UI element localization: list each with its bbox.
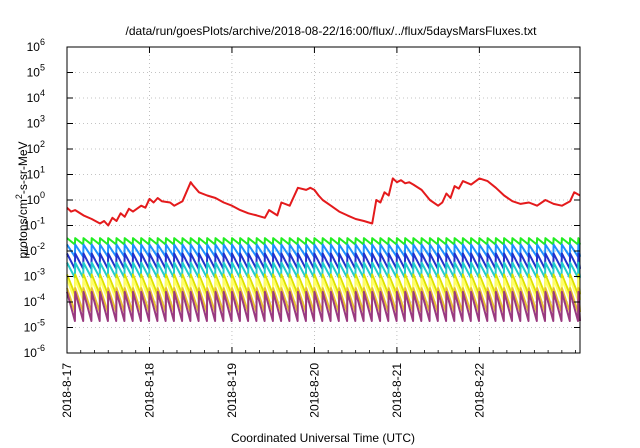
y-tick-exp: 0 (40, 190, 45, 200)
y-tick-base: 10 (24, 346, 38, 360)
y-tick-exp: 3 (40, 114, 45, 124)
y-axis-title: protons/cm2-s-sr-MeV (14, 141, 30, 258)
y-tick-label: 10-4 (24, 292, 45, 309)
y-axis-title-exp: 2 (14, 194, 24, 199)
y-tick-exp: -1 (37, 216, 45, 226)
y-tick-exp: 4 (40, 88, 45, 98)
series-line-1 (66, 177, 581, 227)
y-tick-label: 100 (27, 190, 45, 207)
y-tick-exp: -2 (37, 241, 45, 251)
y-axis-title-rest: -s-sr-MeV (16, 141, 30, 194)
y-tick-base: 10 (27, 142, 41, 156)
y-tick-base: 10 (24, 270, 38, 284)
y-tick-base: 10 (27, 117, 41, 131)
y-tick-exp: -4 (37, 292, 45, 302)
series-line-7 (66, 278, 581, 301)
x-tick-label: 2018-8-17 (60, 363, 74, 418)
x-axis-title: Coordinated Universal Time (UTC) (231, 431, 415, 445)
x-tick-label: 2018-8-22 (472, 363, 486, 418)
y-tick-exp: -6 (37, 343, 45, 353)
y-tick-label: 101 (27, 165, 45, 182)
y-axis: 10-610-510-410-310-210-11001011021031041… (24, 37, 580, 360)
y-tick-base: 10 (27, 66, 41, 80)
x-tick-label: 2018-8-21 (390, 363, 404, 418)
series-line-2 (66, 237, 581, 246)
y-tick-label: 102 (27, 139, 45, 156)
y-tick-label: 105 (27, 63, 45, 80)
y-tick-base: 10 (27, 168, 41, 182)
y-tick-label: 106 (27, 37, 45, 54)
y-tick-exp: 1 (40, 165, 45, 175)
series-line-5 (66, 261, 581, 279)
series-line-4 (66, 252, 581, 270)
x-tick-label: 2018-8-18 (142, 363, 156, 418)
y-tick-label: 10-2 (24, 241, 45, 258)
y-tick-exp: 5 (40, 63, 45, 73)
x-tick-label: 2018-8-19 (225, 363, 239, 418)
y-tick-base: 10 (24, 219, 38, 233)
y-tick-label: 10-5 (24, 318, 45, 335)
x-axis: 2018-8-17 2018-8-18 2018-8-19 2018-8-20 2018… (60, 47, 577, 418)
y-tick-exp: 6 (40, 37, 45, 47)
y-tick-label: 104 (27, 88, 45, 105)
y-tick-base: 10 (24, 321, 38, 335)
y-tick-label: 103 (27, 114, 45, 131)
y-tick-exp: -3 (37, 267, 45, 277)
y-tick-exp: -5 (37, 318, 45, 328)
series-line-8 (66, 287, 581, 314)
x-tick-label: 2018-8-20 (307, 363, 321, 418)
series-layer (66, 177, 581, 322)
y-tick-base: 10 (27, 40, 41, 54)
y-tick-exp: 2 (40, 139, 45, 149)
series-line-3 (66, 243, 581, 258)
y-tick-label: 10-3 (24, 267, 45, 284)
chart-title: /data/run/goesPlots/archive/2018-08-22/1… (126, 24, 538, 38)
y-tick-base: 10 (24, 295, 38, 309)
y-tick-base: 10 (27, 193, 41, 207)
series-line-6 (66, 273, 581, 296)
y-tick-label: 10-6 (24, 343, 45, 360)
y-axis-title-base: protons/cm (16, 199, 30, 258)
y-tick-label: 10-1 (24, 216, 45, 233)
y-tick-base: 10 (24, 244, 38, 258)
y-tick-base: 10 (27, 91, 41, 105)
series-line-9 (66, 290, 581, 322)
